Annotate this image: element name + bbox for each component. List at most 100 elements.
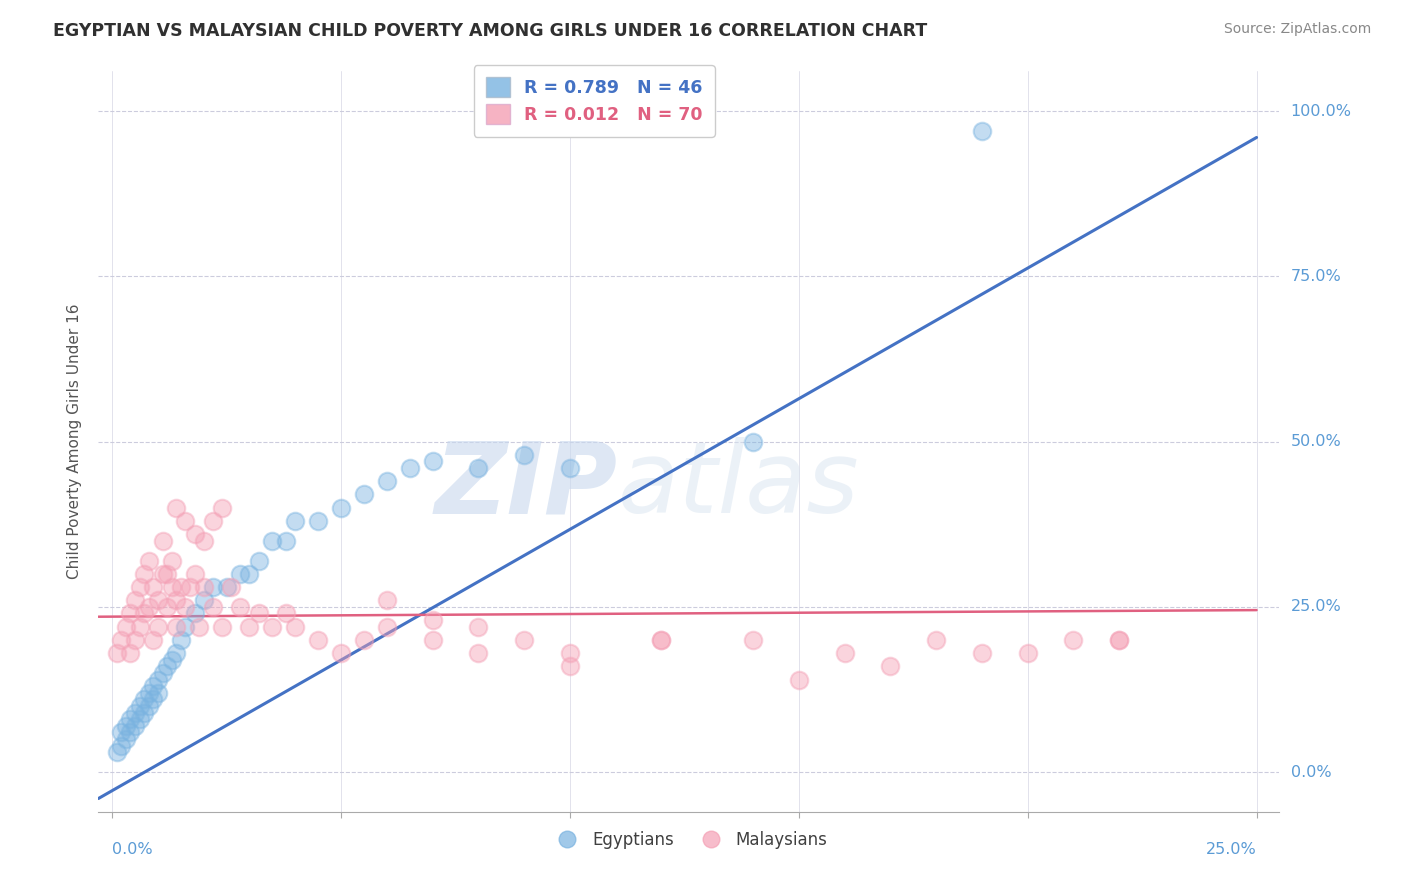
- Point: [170, 580, 193, 594]
- Point: [650, 632, 672, 647]
- Point: [156, 566, 179, 581]
- Point: [174, 620, 197, 634]
- Point: [174, 599, 197, 614]
- Point: [262, 620, 284, 634]
- Point: [170, 632, 193, 647]
- Point: [229, 566, 252, 581]
- Point: [274, 533, 297, 548]
- Point: [124, 593, 146, 607]
- Text: 50.0%: 50.0%: [1291, 434, 1341, 449]
- Point: [422, 632, 444, 647]
- Point: [925, 632, 948, 647]
- Point: [128, 580, 150, 594]
- Point: [115, 719, 138, 733]
- Point: [188, 620, 211, 634]
- Point: [274, 607, 297, 621]
- Point: [160, 553, 183, 567]
- Point: [238, 620, 260, 634]
- Point: [120, 646, 142, 660]
- Legend: Egyptians, Malaysians: Egyptians, Malaysians: [544, 824, 834, 855]
- Point: [105, 745, 128, 759]
- Point: [193, 533, 215, 548]
- Point: [201, 599, 224, 614]
- Point: [467, 620, 489, 634]
- Point: [330, 646, 353, 660]
- Point: [183, 566, 205, 581]
- Point: [262, 533, 284, 548]
- Point: [201, 514, 224, 528]
- Point: [152, 533, 174, 548]
- Point: [558, 461, 581, 475]
- Point: [179, 580, 201, 594]
- Y-axis label: Child Poverty Among Girls Under 16: Child Poverty Among Girls Under 16: [67, 304, 83, 579]
- Point: [201, 580, 224, 594]
- Point: [193, 593, 215, 607]
- Point: [124, 706, 146, 720]
- Point: [128, 620, 150, 634]
- Point: [247, 607, 270, 621]
- Text: 0.0%: 0.0%: [1291, 764, 1331, 780]
- Point: [879, 659, 901, 673]
- Text: 75.0%: 75.0%: [1291, 268, 1341, 284]
- Point: [211, 620, 233, 634]
- Point: [120, 607, 142, 621]
- Point: [1017, 646, 1039, 660]
- Point: [398, 461, 420, 475]
- Point: [142, 580, 165, 594]
- Point: [219, 580, 242, 594]
- Point: [128, 712, 150, 726]
- Point: [142, 679, 165, 693]
- Point: [787, 673, 810, 687]
- Point: [146, 593, 169, 607]
- Point: [375, 593, 398, 607]
- Text: ZIP: ZIP: [434, 437, 619, 534]
- Point: [1108, 632, 1130, 647]
- Point: [284, 514, 307, 528]
- Point: [467, 461, 489, 475]
- Text: EGYPTIAN VS MALAYSIAN CHILD POVERTY AMONG GIRLS UNDER 16 CORRELATION CHART: EGYPTIAN VS MALAYSIAN CHILD POVERTY AMON…: [53, 22, 928, 40]
- Point: [124, 719, 146, 733]
- Point: [513, 632, 536, 647]
- Point: [211, 500, 233, 515]
- Point: [1062, 632, 1084, 647]
- Point: [134, 607, 156, 621]
- Text: Source: ZipAtlas.com: Source: ZipAtlas.com: [1223, 22, 1371, 37]
- Point: [970, 646, 993, 660]
- Point: [1108, 632, 1130, 647]
- Point: [467, 646, 489, 660]
- Point: [422, 613, 444, 627]
- Point: [970, 124, 993, 138]
- Point: [165, 646, 187, 660]
- Point: [422, 454, 444, 468]
- Point: [238, 566, 260, 581]
- Point: [105, 646, 128, 660]
- Point: [124, 632, 146, 647]
- Point: [138, 698, 160, 713]
- Point: [742, 434, 765, 449]
- Point: [650, 632, 672, 647]
- Point: [138, 686, 160, 700]
- Point: [142, 692, 165, 706]
- Point: [330, 500, 353, 515]
- Point: [115, 620, 138, 634]
- Point: [742, 632, 765, 647]
- Point: [128, 698, 150, 713]
- Point: [165, 593, 187, 607]
- Point: [138, 599, 160, 614]
- Point: [146, 673, 169, 687]
- Point: [146, 686, 169, 700]
- Point: [229, 599, 252, 614]
- Point: [134, 706, 156, 720]
- Point: [160, 580, 183, 594]
- Point: [215, 580, 238, 594]
- Point: [156, 659, 179, 673]
- Point: [160, 653, 183, 667]
- Point: [183, 527, 205, 541]
- Point: [307, 514, 329, 528]
- Point: [353, 487, 375, 501]
- Text: 0.0%: 0.0%: [112, 842, 153, 857]
- Point: [110, 739, 132, 753]
- Point: [146, 620, 169, 634]
- Point: [165, 620, 187, 634]
- Point: [138, 553, 160, 567]
